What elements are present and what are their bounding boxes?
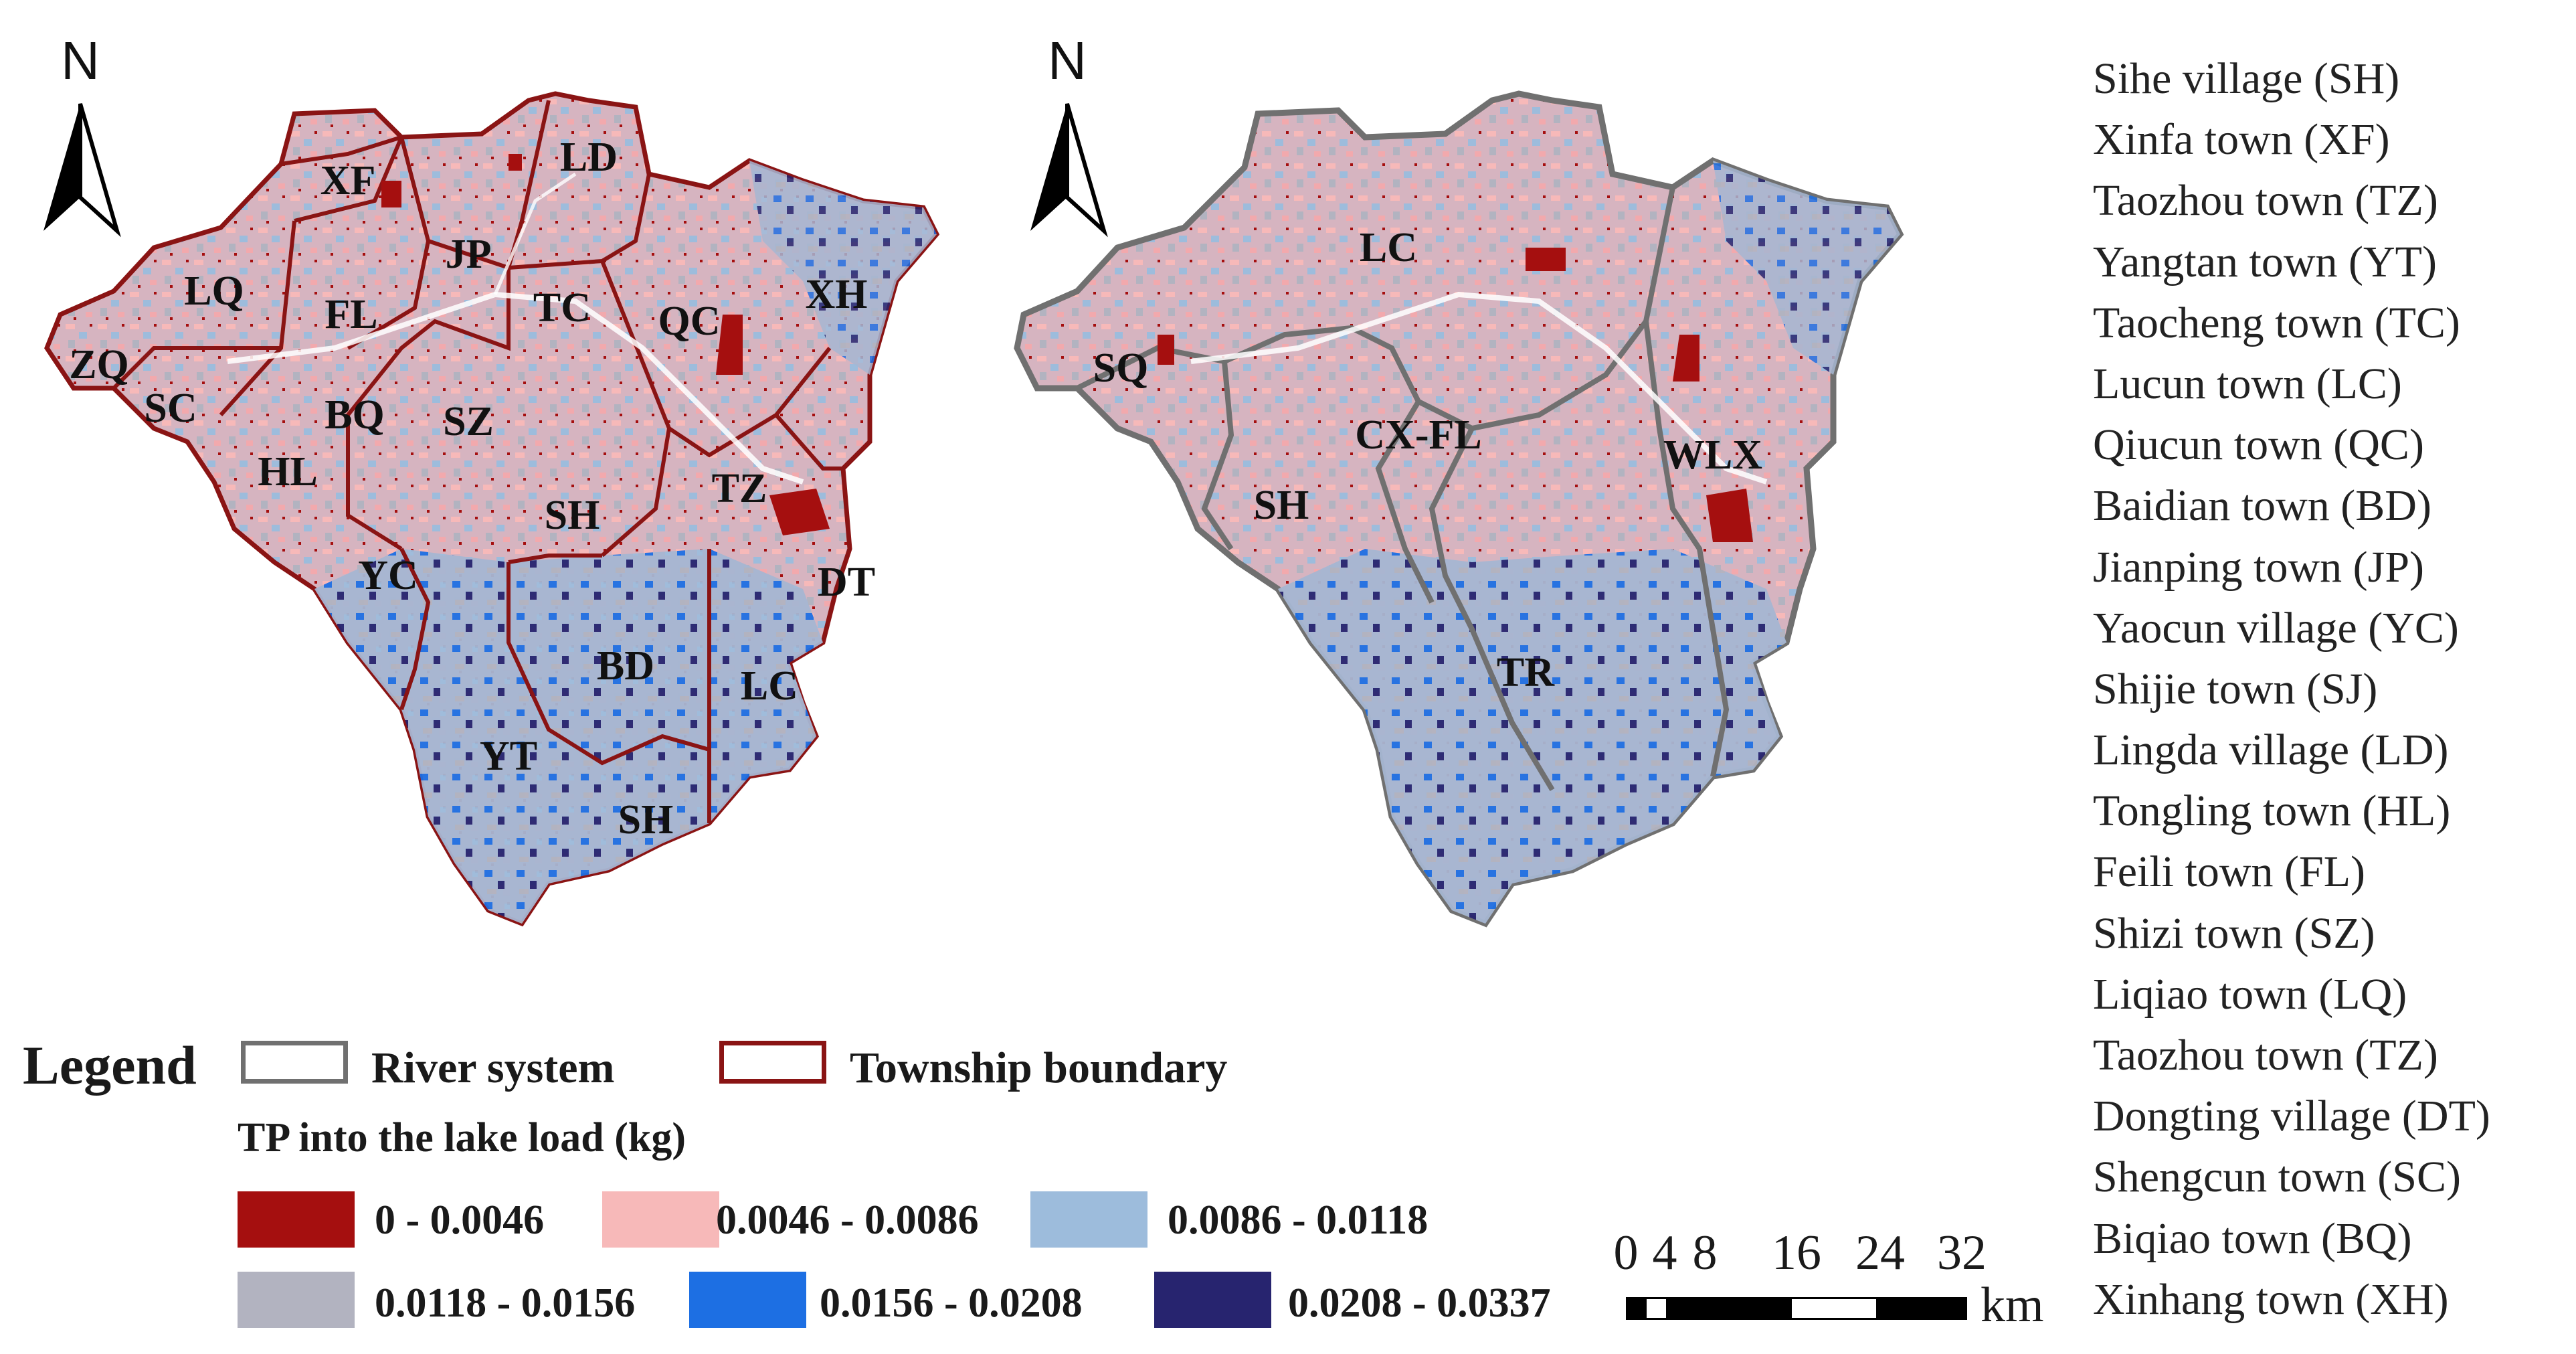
- left-map-township-boundaries: [112, 100, 843, 823]
- label-LD: LD: [560, 135, 618, 180]
- label-QC: QC: [658, 299, 721, 344]
- left-map-labels: XF LD JP LQ FL TC QC XH ZQ SC BQ SZ HL S…: [69, 135, 875, 843]
- class-swatch: [689, 1272, 806, 1328]
- label-BQ: BQ: [325, 392, 385, 438]
- index-item: Feili town (FL): [2093, 847, 2365, 897]
- index-item: Biqiao town (BQ): [2093, 1213, 2412, 1263]
- left-map-river: [227, 291, 804, 485]
- label-LC: LC: [741, 663, 798, 709]
- left-map: XF LD JP LQ FL TC QC XH ZQ SC BQ SZ HL S…: [0, 0, 963, 950]
- label-TC: TC: [533, 285, 591, 331]
- right-map-river: [1190, 291, 1768, 485]
- place-index: Sihe village (SH) Xinfa town (XF) Taozho…: [2093, 48, 2561, 1330]
- index-item: Dongting village (DT): [2093, 1092, 2490, 1141]
- index-item: Lucun town (LC): [2093, 359, 2402, 408]
- scale-tick-label: 0: [1613, 1225, 1639, 1280]
- label-ZQ: ZQ: [69, 342, 129, 388]
- label-JP: JP: [446, 232, 492, 277]
- class-label: 0.0156 - 0.0208: [820, 1280, 1083, 1326]
- class-swatch: [1154, 1272, 1271, 1328]
- river-system-label: River system: [371, 1043, 615, 1092]
- label-CX-FL: CX-FL: [1355, 412, 1481, 458]
- class-swatch: [602, 1191, 719, 1248]
- index-item: Qiucun town (QC): [2093, 420, 2424, 470]
- index-item: Lingda village (LD): [2093, 726, 2449, 775]
- index-item: Xinfa town (XF): [2093, 115, 2390, 165]
- scale-tick-label: 4: [1652, 1225, 1677, 1280]
- label-SC: SC: [144, 386, 197, 431]
- right-map-river-system-boundaries: [1076, 187, 1730, 792]
- index-item: Shengcun town (SC): [2093, 1153, 2461, 1202]
- label-BD: BD: [597, 643, 654, 689]
- label-TZ: TZ: [712, 466, 767, 511]
- index-item: Taozhou town (TZ): [2093, 176, 2438, 226]
- class-label: 0.0086 - 0.0118: [1168, 1197, 1429, 1243]
- index-item: Sihe village (SH): [2093, 54, 2400, 103]
- township-boundary-label: Township boundary: [850, 1043, 1228, 1092]
- index-item: Tongling town (HL): [2093, 786, 2451, 836]
- class-swatch: [238, 1191, 355, 1248]
- river-system-swatch: [241, 1041, 348, 1084]
- scale-tick-label: 16: [1772, 1225, 1821, 1280]
- north-arrow-icon: [43, 103, 121, 238]
- north-letter: N: [1048, 31, 1087, 90]
- township-boundary-swatch: [719, 1041, 826, 1084]
- label-LQ: LQ: [184, 268, 244, 314]
- right-map-east-zone: [1713, 161, 1900, 375]
- label-SQ: SQ: [1093, 345, 1149, 391]
- label-SZ: SZ: [443, 399, 494, 444]
- class-swatch: [1030, 1191, 1147, 1248]
- index-item: Yangtan town (YT): [2093, 237, 2437, 286]
- tp-legend-title: TP into the lake load (kg): [238, 1115, 686, 1161]
- right-map-labels: LC SQ CX-FL WLX SH TR: [1093, 225, 1763, 695]
- right-map: LC SQ CX-FL WLX SH TR: [1004, 0, 1940, 950]
- label-HL: HL: [258, 449, 318, 495]
- legend-title: Legend: [23, 1035, 197, 1096]
- index-item: Yaocun village (YC): [2093, 603, 2459, 653]
- left-north-arrow: N: [30, 30, 130, 238]
- label-DT: DT: [818, 560, 875, 605]
- index-item: Taozhou town (TZ): [2093, 1031, 2438, 1080]
- scale-bar: 0 4 8 16 24 32 km: [1614, 1225, 2128, 1333]
- index-item: Shizi town (SZ): [2093, 908, 2375, 958]
- label-YC: YC: [358, 553, 418, 598]
- label-XH: XH: [806, 272, 868, 317]
- scale-tick-label: 8: [1692, 1225, 1718, 1280]
- label-SH: SH: [1254, 483, 1309, 528]
- left-map-south-zone: [314, 549, 823, 924]
- index-item: Xinhang town (XH): [2093, 1274, 2449, 1324]
- class-label: 0.0118 - 0.0156: [375, 1280, 636, 1326]
- left-map-river-branch: [493, 172, 577, 295]
- index-item: Liqiao town (LQ): [2093, 969, 2407, 1019]
- index-item: Baidian town (BD): [2093, 481, 2431, 531]
- class-label: 0.0208 - 0.0337: [1288, 1280, 1551, 1326]
- scale-unit: km: [1981, 1278, 2044, 1333]
- right-map-canvas: LC SQ CX-FL WLX SH TR: [1014, 90, 1904, 928]
- index-item: Taocheng town (TC): [2093, 298, 2460, 347]
- class-swatch: [238, 1272, 355, 1328]
- index-item: Shijie town (SJ): [2093, 664, 2378, 713]
- right-north-arrow: N: [1017, 30, 1117, 238]
- label-XF: XF: [320, 158, 376, 203]
- left-map-northeast-zone: [749, 161, 937, 375]
- label-SH-south: SH: [618, 797, 674, 843]
- right-map-urban-patches: [1158, 248, 1753, 542]
- scale-tick-label: 24: [1855, 1225, 1905, 1280]
- class-label: 0 - 0.0046: [375, 1197, 545, 1243]
- label-YT: YT: [480, 734, 537, 779]
- scale-tick-label: 32: [1937, 1225, 1987, 1280]
- label-WLX: WLX: [1663, 432, 1762, 478]
- left-map-urban-patches: [381, 154, 830, 535]
- label-SH: SH: [545, 493, 600, 538]
- north-letter: N: [61, 31, 100, 90]
- class-label: 0.0046 - 0.0086: [716, 1197, 979, 1243]
- scale-bar-graphic: [1626, 1297, 1967, 1320]
- label-LC: LC: [1360, 225, 1417, 270]
- right-map-south-zone: [1278, 549, 1786, 924]
- label-FL: FL: [325, 292, 377, 337]
- left-map-canvas: XF LD JP LQ FL TC QC XH ZQ SC BQ SZ HL S…: [44, 91, 940, 927]
- north-arrow-icon: [1030, 103, 1108, 238]
- label-TR: TR: [1497, 650, 1555, 695]
- index-item: Jianping town (JP): [2093, 542, 2424, 592]
